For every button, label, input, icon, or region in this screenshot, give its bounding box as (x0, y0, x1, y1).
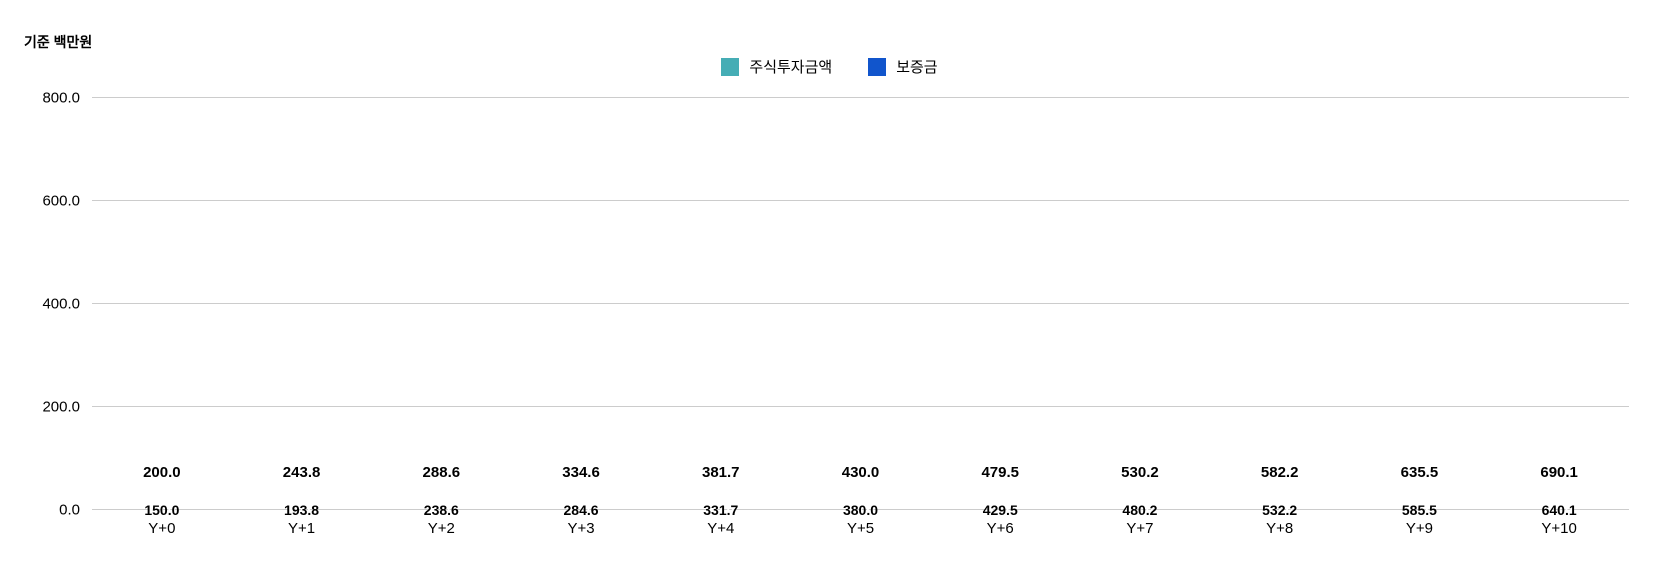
bar-total-label: 381.7 (672, 464, 770, 487)
chart-container: 기준 백만원 주식투자금액보증금 0.0200.0400.0600.0800.0… (0, 0, 1659, 572)
y-tick-label: 800.0 (42, 90, 92, 107)
bar-total-label: 530.2 (1091, 464, 1189, 487)
bar-total-label: 288.6 (392, 464, 490, 487)
x-tick-label: Y+2 (428, 510, 455, 537)
bar-total-label: 200.0 (113, 464, 211, 487)
x-tick-label: Y+9 (1406, 510, 1433, 537)
legend-swatch-deposit (868, 58, 886, 76)
bar-total-label: 479.5 (951, 464, 1049, 487)
x-tick-label: Y+0 (148, 510, 175, 537)
bar-total-label: 243.8 (253, 464, 351, 487)
bar-total-label: 334.6 (532, 464, 630, 487)
y-tick-label: 600.0 (42, 193, 92, 210)
y-tick-label: 200.0 (42, 399, 92, 416)
y-tick-label: 400.0 (42, 296, 92, 313)
chart-unit-label: 기준 백만원 (24, 32, 92, 52)
legend-item-stock: 주식투자금액 (721, 56, 832, 77)
y-tick-label: 0.0 (59, 502, 92, 519)
gridline (92, 200, 1629, 201)
chart-legend: 주식투자금액 보증금 (0, 56, 1659, 80)
x-tick-label: Y+3 (567, 510, 594, 537)
bar-total-label: 582.2 (1231, 464, 1329, 487)
gridline (92, 406, 1629, 407)
gridline (92, 303, 1629, 304)
legend-label-stock: 주식투자금액 (749, 56, 832, 77)
x-tick-label: Y+5 (847, 510, 874, 537)
legend-label-deposit: 보증금 (896, 56, 937, 77)
bar-total-label: 690.1 (1510, 464, 1608, 487)
x-tick-label: Y+1 (288, 510, 315, 537)
x-tick-label: Y+10 (1541, 510, 1576, 537)
x-tick-label: Y+6 (987, 510, 1014, 537)
legend-swatch-stock (721, 58, 739, 76)
legend-item-deposit: 보증금 (868, 56, 937, 77)
chart-plot-area: 0.0200.0400.0600.0800.0Y+050.0150.0200.0… (92, 98, 1629, 510)
x-tick-label: Y+4 (707, 510, 734, 537)
bar-total-label: 430.0 (812, 464, 910, 487)
x-tick-label: Y+7 (1126, 510, 1153, 537)
bar-total-label: 635.5 (1371, 464, 1469, 487)
x-tick-label: Y+8 (1266, 510, 1293, 537)
gridline (92, 97, 1629, 98)
